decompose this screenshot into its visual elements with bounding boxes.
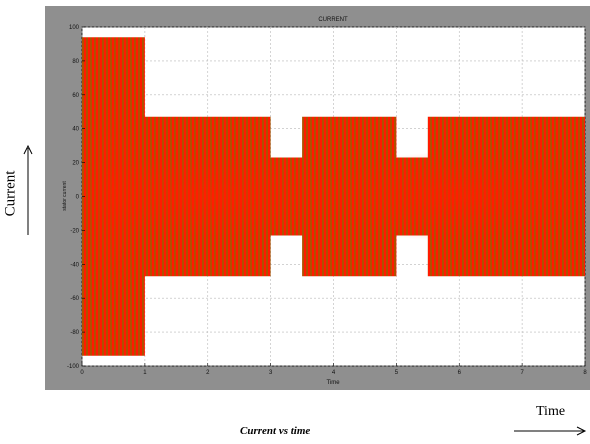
y-axis-label: stator current: [62, 181, 68, 211]
x-tick-label: 8: [583, 370, 587, 376]
y-tick-label: 40: [72, 127, 79, 133]
y-tick-label: 100: [69, 25, 80, 31]
figure-caption: Current vs time: [240, 425, 311, 437]
x-tick-label: 0: [80, 370, 84, 376]
time-axis-annotation: Time: [536, 404, 566, 419]
signal-glow: [309, 151, 585, 242]
x-tick-label: 5: [395, 370, 399, 376]
x-tick-label: 2: [206, 370, 210, 376]
chart-title: CURRENT: [318, 17, 348, 23]
x-axis-label: Time: [326, 380, 340, 386]
current-axis-annotation: Current: [2, 170, 19, 217]
axis-ticks: 0 1 2 3 4 5 6 7 8 -100 -80 -60 -40 -20 0 20 40 60 80 100: [67, 25, 587, 376]
x-tick-label: 4: [332, 370, 336, 376]
signal-glow: [82, 151, 348, 242]
y-tick-label: 20: [72, 161, 79, 167]
y-tick-label: -100: [67, 364, 80, 370]
x-tick-label: 6: [458, 370, 462, 376]
signal-glow: [82, 86, 148, 307]
y-arrow: [23, 144, 33, 235]
y-tick-label: -40: [70, 262, 79, 268]
x-tick-label: 1: [143, 370, 147, 376]
y-tick-label: -80: [70, 330, 79, 336]
x-tick-label: 7: [520, 370, 524, 376]
current-signal: [82, 37, 585, 356]
y-tick-label: -60: [70, 296, 79, 302]
y-tick-label: 0: [76, 195, 80, 201]
y-tick-label: 60: [72, 93, 79, 99]
x-tick-label: 3: [269, 370, 273, 376]
y-tick-label: -20: [70, 228, 79, 234]
y-tick-label: 80: [72, 59, 79, 65]
x-arrow: [514, 426, 587, 436]
